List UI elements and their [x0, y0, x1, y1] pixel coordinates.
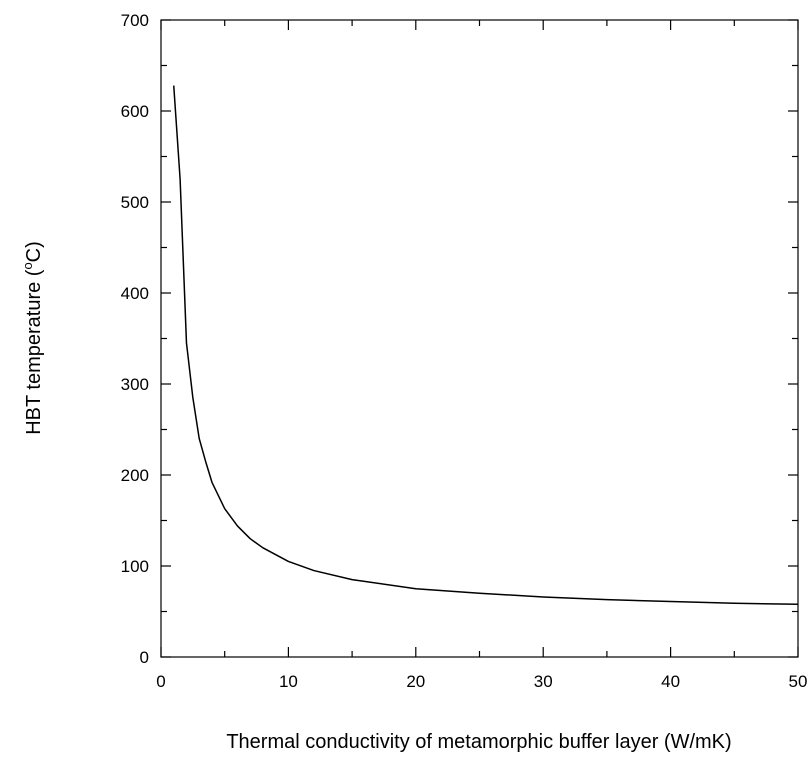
x-tick-label: 30 — [534, 672, 553, 691]
x-tick-label: 0 — [156, 672, 165, 691]
y-axis-ticks — [161, 19, 798, 658]
x-tick-label: 40 — [661, 672, 680, 691]
y-tick-label: 200 — [121, 466, 149, 485]
y-tick-label: 100 — [121, 557, 149, 576]
y-axis-tick-labels: 0 100 200 300 400 500 600 700 — [121, 11, 149, 667]
x-axis-tick-labels: 0 10 20 30 40 50 — [156, 672, 807, 691]
y-axis-title-suffix: C) — [23, 241, 45, 262]
y-tick-label: 700 — [121, 11, 149, 30]
series-line — [172, 85, 799, 605]
x-axis-title: Thermal conductivity of metamorphic buff… — [226, 731, 731, 753]
y-axis-title-prefix: HBT temperature ( — [23, 269, 45, 435]
y-tick-label: 300 — [121, 375, 149, 394]
plot-frame — [160, 19, 799, 658]
x-tick-label: 50 — [789, 672, 808, 691]
y-tick-label: 0 — [140, 648, 149, 667]
y-tick-label: 500 — [121, 193, 149, 212]
y-tick-label: 400 — [121, 284, 149, 303]
y-axis-title: HBT temperature (oC) — [20, 241, 45, 435]
x-tick-label: 10 — [279, 672, 298, 691]
y-axis-title-superscript: o — [20, 262, 35, 269]
x-axis-ticks — [160, 20, 799, 657]
y-tick-label: 600 — [121, 102, 149, 121]
x-tick-label: 20 — [406, 672, 425, 691]
